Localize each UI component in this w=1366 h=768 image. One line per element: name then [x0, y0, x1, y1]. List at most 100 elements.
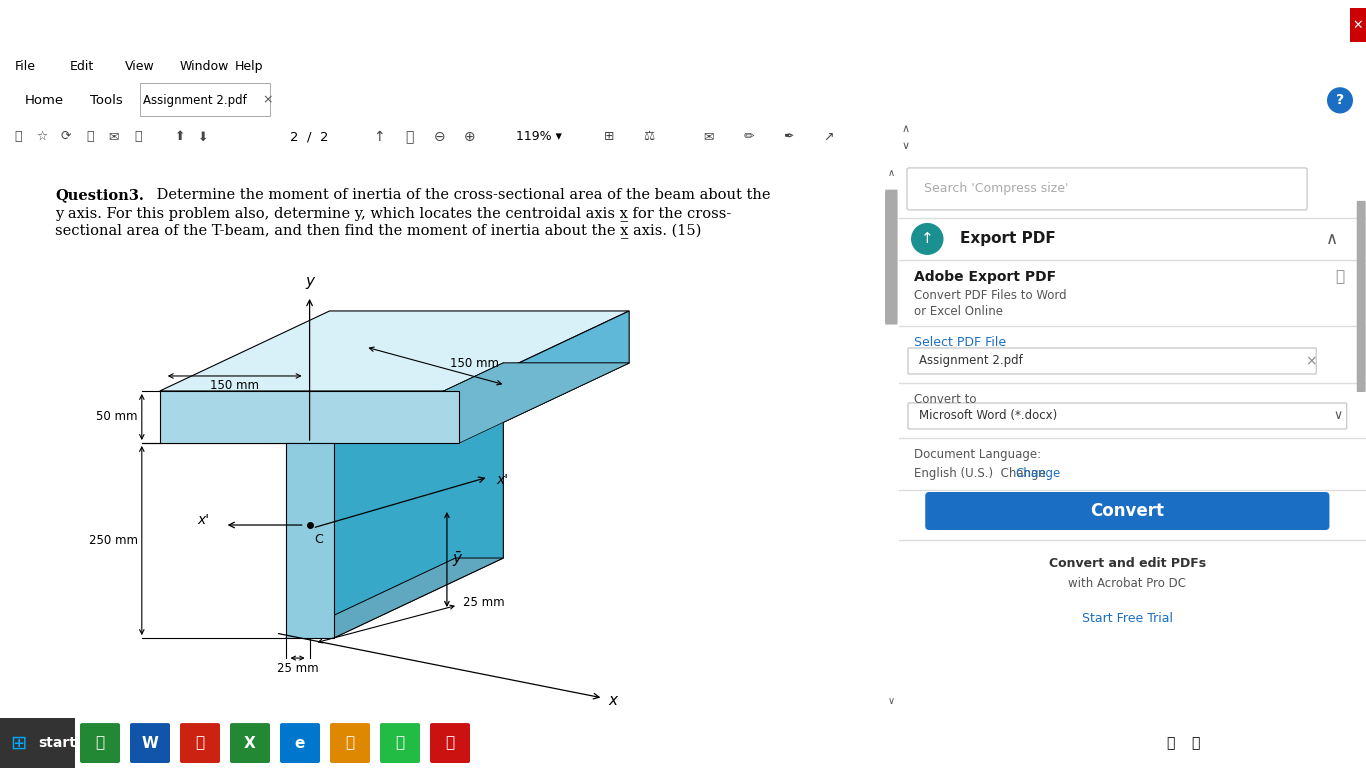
Text: Assignment 2.pdf: Assignment 2.pdf [919, 355, 1023, 367]
Text: Export PDF: Export PDF [960, 231, 1056, 247]
Text: 📱: 📱 [395, 736, 404, 750]
Text: ✒: ✒ [783, 131, 794, 143]
Text: ⊞: ⊞ [10, 733, 26, 753]
FancyBboxPatch shape [925, 492, 1329, 530]
Text: Determine the moment of inertia of the cross-sectional area of the beam about th: Determine the moment of inertia of the c… [152, 188, 770, 202]
Text: ↑: ↑ [921, 231, 933, 247]
FancyBboxPatch shape [907, 168, 1307, 210]
Text: $\bar{y}$: $\bar{y}$ [452, 550, 463, 569]
Polygon shape [333, 363, 630, 443]
Polygon shape [285, 558, 503, 638]
Text: Home: Home [25, 94, 64, 107]
Text: Help: Help [235, 60, 264, 72]
Text: Convert to: Convert to [914, 393, 977, 406]
Text: ×: × [262, 94, 272, 107]
Text: □: □ [1328, 18, 1343, 32]
Text: 150 mm: 150 mm [451, 357, 500, 370]
Text: x': x' [198, 513, 210, 527]
Text: start: start [38, 736, 76, 750]
Text: Convert and edit PDFs: Convert and edit PDFs [1049, 557, 1206, 570]
Text: 📁: 📁 [346, 736, 355, 750]
Text: Adobe Export PDF: Adobe Export PDF [914, 270, 1056, 284]
Text: sectional area of the T-beam, and then find the moment of inertia about the x̲ a: sectional area of the T-beam, and then f… [55, 224, 701, 239]
Text: or Excel Online: or Excel Online [914, 306, 1003, 319]
Text: ✋: ✋ [406, 130, 414, 144]
Text: 🔴: 🔴 [445, 736, 455, 750]
Text: 50 mm: 50 mm [97, 410, 138, 423]
Text: ↑  Share: ↑ Share [1187, 131, 1251, 143]
Polygon shape [285, 443, 333, 638]
Text: ENG: ENG [1202, 737, 1228, 750]
Text: W: W [142, 736, 158, 750]
Text: 🖨: 🖨 [86, 131, 94, 143]
Text: Convert: Convert [1090, 502, 1164, 520]
FancyBboxPatch shape [280, 723, 320, 763]
FancyBboxPatch shape [130, 723, 169, 763]
Text: ✏: ✏ [743, 131, 754, 143]
FancyBboxPatch shape [380, 723, 419, 763]
Text: ∧: ∧ [888, 167, 895, 177]
Text: ⬇: ⬇ [198, 131, 209, 143]
Text: y axis. For this problem also, determine y, which locates the centroidal axis x̲: y axis. For this problem also, determine… [55, 206, 731, 220]
Polygon shape [333, 363, 630, 443]
Circle shape [1326, 88, 1352, 114]
Text: ▶: ▶ [4, 412, 12, 422]
FancyBboxPatch shape [0, 718, 75, 768]
Text: 2020/07/09: 2020/07/09 [1238, 750, 1302, 760]
Polygon shape [459, 311, 630, 443]
Text: Start Free Trial: Start Free Trial [1082, 611, 1173, 624]
Text: Microsoft Word (*.docx): Microsoft Word (*.docx) [919, 409, 1057, 422]
FancyBboxPatch shape [1356, 201, 1366, 392]
Text: with Acrobat Pro DC: with Acrobat Pro DC [1068, 577, 1186, 590]
FancyBboxPatch shape [430, 723, 470, 763]
Text: ×: × [1305, 354, 1317, 368]
Text: ∨: ∨ [902, 141, 910, 151]
Text: ✉: ✉ [108, 131, 119, 143]
Text: 🔊: 🔊 [1165, 736, 1175, 750]
Text: ⟳: ⟳ [60, 131, 71, 143]
Text: C: C [314, 533, 324, 546]
Text: ↑: ↑ [373, 130, 385, 144]
Text: ⬛: ⬛ [14, 131, 22, 143]
Text: 150 mm: 150 mm [210, 379, 260, 392]
FancyBboxPatch shape [180, 723, 220, 763]
Text: X: X [245, 736, 255, 750]
Text: ∧: ∧ [902, 124, 910, 134]
Text: Question3.: Question3. [55, 188, 143, 202]
Text: 🔍: 🔍 [134, 131, 142, 143]
Text: 250 mm: 250 mm [89, 534, 138, 547]
Text: English (U.S.)  Change: English (U.S.) Change [914, 466, 1046, 479]
Text: ⊕: ⊕ [463, 130, 475, 144]
Polygon shape [160, 311, 630, 391]
Text: ⊖: ⊖ [433, 130, 445, 144]
Circle shape [911, 223, 944, 255]
Text: y: y [305, 274, 314, 289]
Text: 🏪: 🏪 [96, 736, 105, 750]
Text: 119% ▾: 119% ▾ [516, 131, 561, 143]
Text: 2  /  2: 2 / 2 [290, 131, 329, 143]
Text: 📶: 📶 [1191, 736, 1199, 750]
Text: Change: Change [1016, 466, 1061, 479]
Text: 🌐: 🌐 [195, 736, 205, 750]
Text: 25 mm: 25 mm [463, 595, 504, 608]
FancyBboxPatch shape [229, 723, 270, 763]
Text: ⚖: ⚖ [643, 131, 654, 143]
Text: Search 'Compress size': Search 'Compress size' [925, 183, 1068, 195]
Text: 04:48 PM: 04:48 PM [1244, 728, 1296, 738]
Text: Assignment 2.pdf: Assignment 2.pdf [143, 94, 247, 107]
Text: ∧: ∧ [1325, 230, 1337, 248]
Text: ↗: ↗ [824, 131, 833, 143]
Text: –: – [1306, 18, 1314, 32]
FancyBboxPatch shape [0, 156, 899, 718]
Text: Assignment 2.pdf - Adobe Acrobat DC: Assignment 2.pdf - Adobe Acrobat DC [552, 18, 814, 32]
FancyBboxPatch shape [908, 403, 1347, 429]
Text: x': x' [496, 473, 508, 487]
Text: Convert PDF Files to Word: Convert PDF Files to Word [914, 290, 1067, 303]
Text: ⬆: ⬆ [175, 131, 184, 143]
Text: ∨: ∨ [888, 697, 895, 707]
FancyBboxPatch shape [81, 723, 120, 763]
Text: Window: Window [180, 60, 229, 72]
Text: ⧉: ⧉ [1336, 270, 1344, 284]
Text: x: x [608, 693, 617, 707]
Text: e: e [295, 736, 305, 750]
